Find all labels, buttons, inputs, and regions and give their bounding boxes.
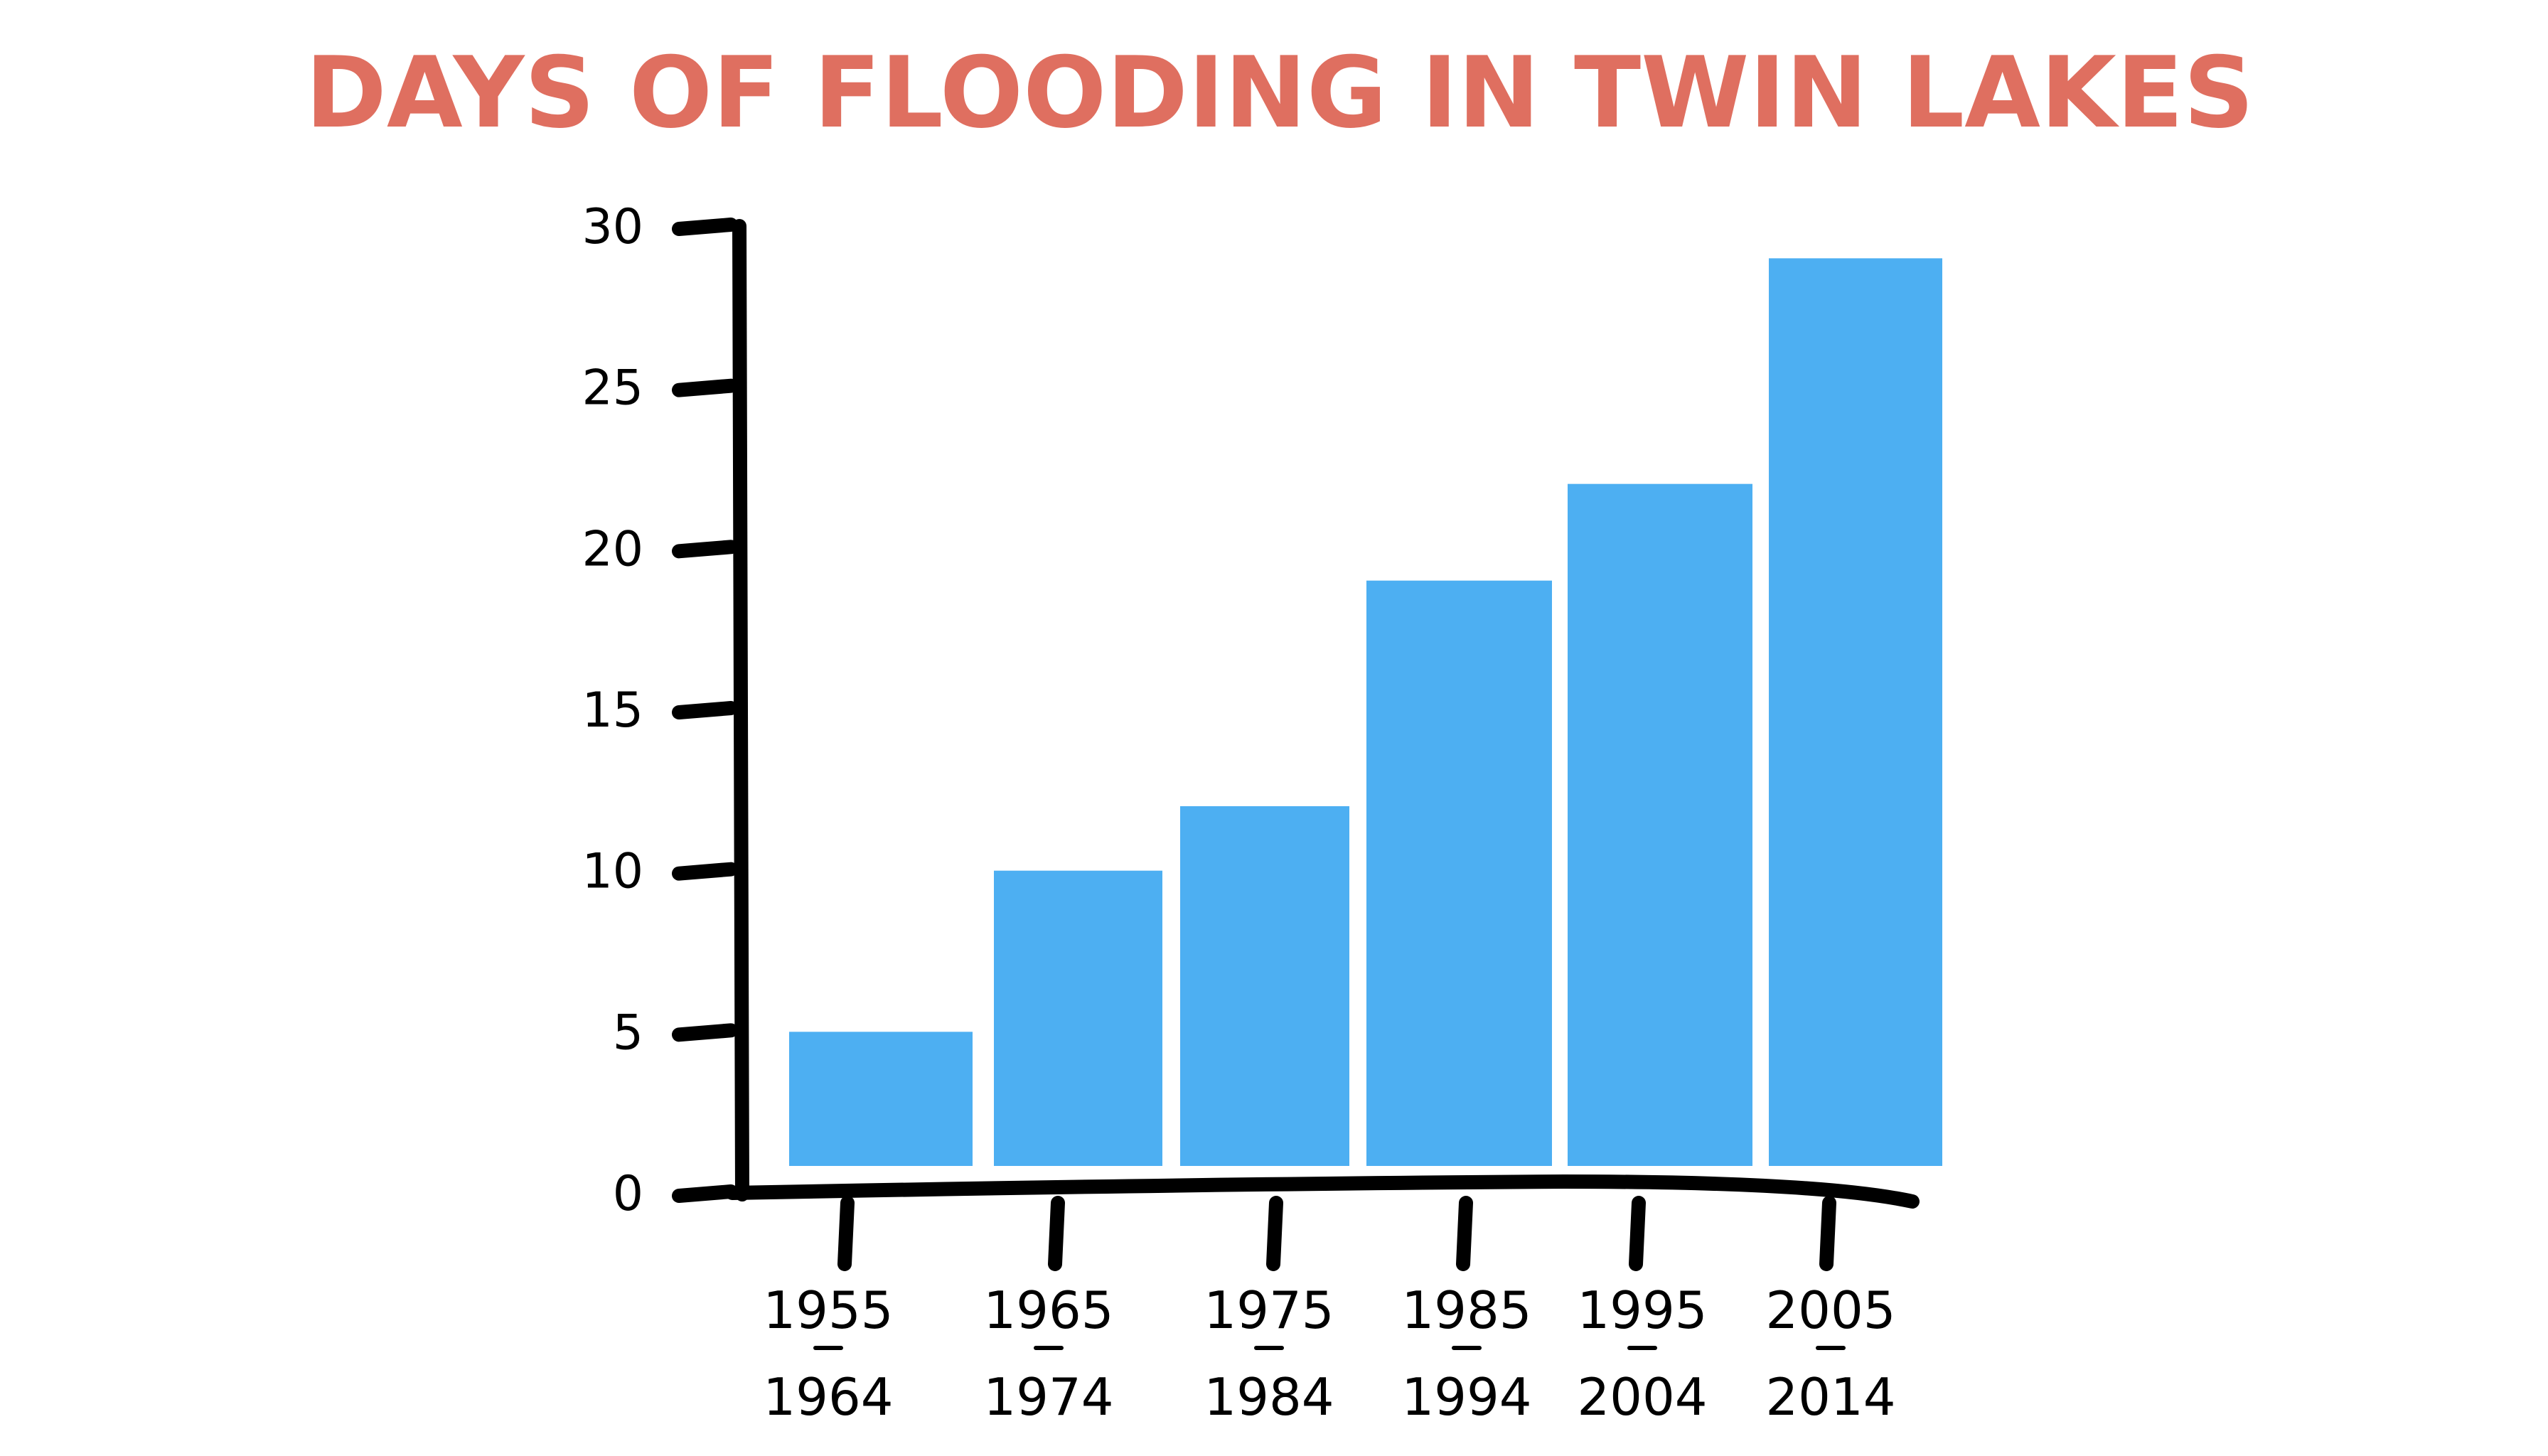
y-tick-label: 30: [582, 199, 643, 255]
y-tick-mark: [672, 540, 738, 559]
x-tick-mark: [1266, 1196, 1283, 1271]
y-tick-label: 10: [582, 844, 643, 900]
x-tick-mark: [837, 1196, 855, 1271]
bar: [994, 870, 1162, 1166]
y-tick-label: 0: [613, 1166, 643, 1222]
x-tick-label-end: 1994: [1401, 1367, 1531, 1427]
y-tick-mark: [672, 378, 738, 397]
bar: [1366, 580, 1552, 1166]
y-tick-label: 25: [582, 360, 643, 417]
x-tick-label-start: 1985: [1401, 1280, 1531, 1340]
x-tick-label-start: 1955: [763, 1280, 893, 1340]
y-tick-mark: [672, 218, 738, 236]
x-axis-line: [725, 1174, 1920, 1209]
y-axis-line: [732, 219, 749, 1201]
bar: [789, 1032, 973, 1166]
bar: [1769, 258, 1942, 1166]
x-tick-label-end: 2014: [1765, 1367, 1895, 1427]
bar: [1568, 483, 1752, 1166]
x-tick-label-start: 1965: [983, 1280, 1113, 1340]
x-tick-mark: [1456, 1196, 1473, 1271]
x-tick-label-end: 1984: [1204, 1367, 1334, 1427]
x-tick-label-start: 1995: [1577, 1280, 1707, 1340]
y-tick-label: 5: [613, 1005, 643, 1061]
x-tick-mark: [1819, 1196, 1836, 1271]
y-tick-label: 15: [582, 682, 643, 739]
x-tick-label-end: 1964: [763, 1367, 893, 1427]
x-tick-label-start: 1975: [1204, 1280, 1334, 1340]
x-tick-mark: [1629, 1196, 1646, 1271]
y-tick-mark: [672, 1184, 738, 1203]
y-tick-mark: [672, 1023, 738, 1042]
x-tick-label-end: 2004: [1577, 1367, 1707, 1427]
x-tick-mark: [1048, 1196, 1065, 1271]
bar: [1180, 806, 1349, 1166]
x-tick-label-start: 2005: [1765, 1280, 1895, 1340]
x-tick-label-end: 1974: [983, 1367, 1113, 1427]
chart-title: DAYS OF FLOODING IN TWIN LAKES: [305, 36, 2254, 150]
y-tick-mark: [672, 862, 738, 881]
y-tick-label: 20: [582, 521, 643, 577]
y-tick-mark: [672, 701, 738, 719]
